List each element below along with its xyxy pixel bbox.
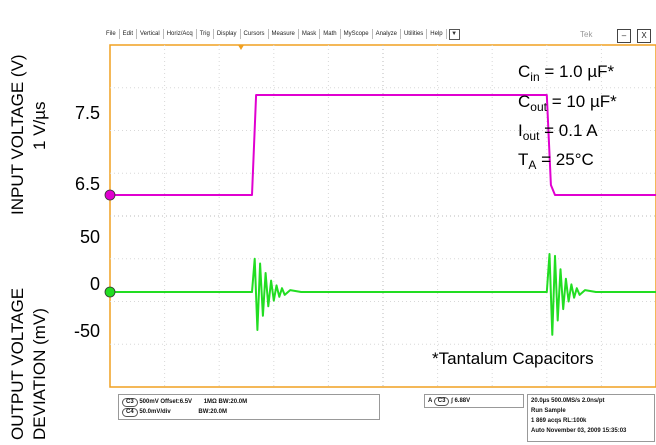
timebase-line-1: 20.0µs 500.0MS/s 2.0ns/pt [531,398,605,404]
acquisition-count: 1 869 acqs RL:100k [531,418,587,424]
annotation-cout: Cout = 10 µF* [518,92,617,114]
ch4-bandwidth: BW:20.0M [198,409,227,415]
ytick-7-5: 7.5 [74,103,100,123]
menu-item-measure[interactable]: Measure [269,29,299,39]
graticule [110,45,656,387]
lower-plot-series-0 [110,253,656,336]
menu-item-utilities[interactable]: Utilities [401,29,428,39]
ch3-settings: 500mV Offset:6.5V [139,399,193,405]
menu-dropdown-icon[interactable]: ▼ [448,28,460,40]
timebase-box[interactable]: 20.0µs 500.0MS/s 2.0ns/pt Run Sample 1 8… [527,394,655,442]
annotation-cin: Cin = 1.0 µF* [518,62,615,84]
acquisition-mode: Run Sample [531,408,566,414]
menu-item-analyze[interactable]: Analyze [373,29,401,39]
upper-plot-series-0 [110,94,656,196]
annotation-ta: TA = 25°C [518,150,594,172]
input-voltage-plot [104,94,656,201]
trigger-marker-icon [238,45,244,50]
footnote: *Tantalum Capacitors [432,349,594,368]
menu-item-math[interactable]: Math [320,29,341,39]
scope-menubar: File Edit Vertical Horiz/Acq Trig Display Curs… [103,25,656,43]
menu-item-edit[interactable]: Edit [120,29,138,39]
ch4-tag: C4 [122,408,138,417]
menu-item-trig[interactable]: Trig [197,29,214,39]
ytick-minus-50: -50 [73,321,100,341]
trigger-channel-tag: C3 [433,397,450,406]
close-button[interactable]: X [637,29,651,43]
timestamp: Auto November 03, 2009 15:35:03 [531,428,627,434]
menu-item-help[interactable]: Help [427,29,447,39]
ch4-ground-marker-icon [104,286,116,298]
menu-item-mask[interactable]: Mask [299,29,321,39]
menu-item-horiz-acq[interactable]: Horiz/Acq [164,29,197,39]
trigger-a-label: A [428,398,433,404]
annotation-iout: Iout = 0.1 A [518,121,598,143]
menu-item-display[interactable]: Display [214,29,241,39]
ch4-settings: 50.0mV/div [139,409,171,415]
menu-item-cursors[interactable]: Cursors [241,29,269,39]
brand-logo: Tek [580,30,593,39]
output-deviation-plot [104,253,656,336]
ch3-bandwidth: 1MΩ BW:20.0M [203,399,248,405]
ytick-6-5: 6.5 [74,174,100,194]
trigger-settings-box[interactable]: A C3 ∫ 6.88V [424,394,524,408]
menu-item-myscope[interactable]: MyScope [341,29,373,39]
menu-item-file[interactable]: File [103,29,120,39]
ch3-tag: C3 [122,398,138,407]
ch3-ground-marker-icon [104,189,116,201]
trigger-level: ∫ 6.88V [451,398,471,404]
menu-item-vertical[interactable]: Vertical [137,29,164,39]
ytick-0: 0 [89,274,100,294]
minimize-button[interactable]: – [617,29,631,43]
ytick-50: 50 [79,227,100,247]
channel-settings-box[interactable]: C3 500mV Offset:6.5V 1MΩ BW:20.0M C4 50.… [118,394,380,420]
